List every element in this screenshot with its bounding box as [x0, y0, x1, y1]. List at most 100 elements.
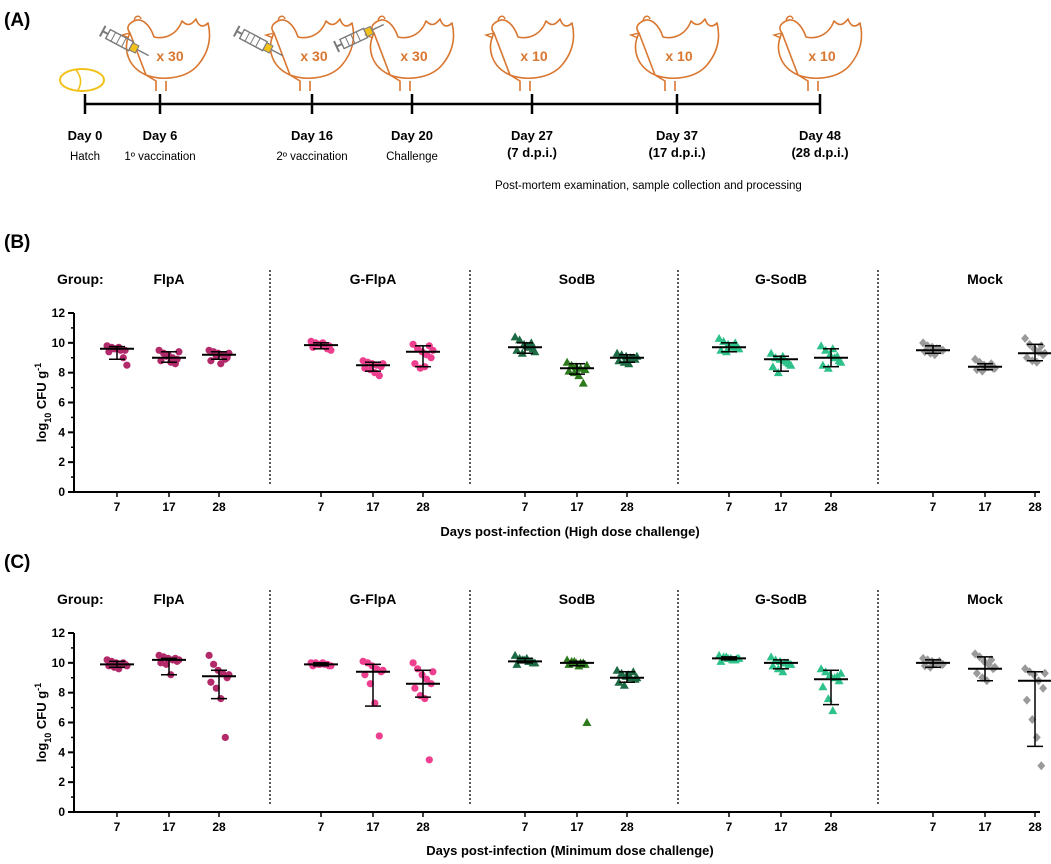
chart-c-xlabel: Days post-infection (Minimum dose challe… [426, 843, 713, 858]
timeline-day-label: Day 27 [511, 128, 553, 143]
data-point [768, 661, 778, 670]
data-point [409, 340, 417, 348]
chicken-count: x 10 [808, 48, 835, 64]
syringe-plunger [236, 30, 243, 35]
timeline-panel: Day 0 Hatch Day 6 1º vaccination x 30 Day 16 2… [59, 15, 863, 163]
syringe-tick [355, 31, 361, 42]
data-point [825, 350, 835, 359]
y-tick-label: 10 [52, 336, 66, 350]
x-tick-label: 7 [114, 500, 121, 514]
x-tick-label: 7 [522, 820, 529, 834]
x-tick-label: 28 [620, 500, 634, 514]
data-point [123, 361, 131, 369]
group-label: FlpA [153, 271, 184, 287]
data-point [411, 684, 419, 692]
group-prefix-label: Group: [57, 591, 104, 607]
data-point [418, 671, 426, 679]
data-point [217, 360, 225, 368]
syringe-needle [136, 48, 149, 57]
data-point [512, 345, 522, 354]
data-point [123, 662, 131, 670]
x-tick-label: 17 [366, 820, 380, 834]
data-point [427, 354, 435, 362]
data-point [818, 682, 828, 691]
syringe-barrel [238, 28, 269, 52]
data-point [375, 732, 383, 740]
data-point [766, 348, 776, 357]
y-tick-label: 10 [52, 656, 66, 670]
data-point [515, 335, 525, 344]
data-point [574, 371, 584, 380]
group-prefix-label: Group: [57, 271, 104, 287]
group-label: SodB [559, 271, 596, 287]
chicken-beak [628, 32, 640, 39]
timeline-event-label: Hatch [70, 151, 100, 163]
data-point [714, 333, 724, 342]
data-point [825, 670, 835, 679]
syringe-tick [255, 37, 261, 48]
timeline-event-label: 1º vaccination [124, 151, 195, 163]
timeline-dpi-label: (7 d.p.i.) [507, 145, 557, 160]
x-tick-label: 28 [824, 500, 838, 514]
group-label: FlpA [153, 591, 184, 607]
timeline-day-label: Day 16 [291, 128, 333, 143]
chart-high-dose: Group: 0 2 4 6 8 10 12 log10 CFU g-1 FlpA 7 17 28 G-F… [33, 270, 1051, 514]
group-label: G-SodB [755, 271, 807, 287]
chicken-beak [771, 32, 783, 39]
chicken-icon: x 10 [628, 15, 720, 91]
timeline-day-label: Day 6 [143, 128, 178, 143]
timeline-dpi-label: (28 d.p.i.) [791, 145, 848, 160]
chicken-beak [483, 32, 495, 39]
x-tick-label: 28 [212, 820, 226, 834]
x-tick-label: 28 [416, 820, 430, 834]
syringe-liquid [262, 41, 274, 54]
group-label: Mock [967, 591, 1003, 607]
y-tick-label: 2 [58, 775, 65, 789]
data-point [766, 652, 776, 661]
chicken-count: x 30 [400, 48, 427, 64]
x-tick-label: 28 [620, 820, 634, 834]
panel-b-letter: (B) [4, 232, 30, 253]
data-point [414, 665, 422, 673]
syringe-tick [110, 32, 117, 42]
timeline-day-label: Day 0 [68, 128, 103, 143]
data-point [828, 706, 838, 715]
syringe-tick [249, 34, 256, 45]
syringe-tick [115, 34, 122, 45]
data-point [327, 346, 335, 354]
data-point [162, 660, 170, 668]
data-point [1032, 732, 1041, 742]
timeline-event-label: Challenge [386, 151, 438, 163]
data-point [409, 659, 417, 667]
timeline-event-label: 2º vaccination [276, 151, 347, 163]
chicken-comb [377, 15, 386, 22]
egg-shell [59, 68, 105, 92]
data-point [821, 667, 831, 676]
data-point [225, 671, 233, 679]
chicken-count: x 10 [520, 48, 547, 64]
x-tick-label: 17 [978, 500, 992, 514]
y-axis-title: log10 CFU g-1 [33, 683, 53, 762]
data-point [821, 345, 831, 354]
data-point [207, 678, 215, 686]
data-point [716, 656, 726, 665]
x-tick-label: 28 [1028, 500, 1042, 514]
chicken-comb [785, 15, 794, 22]
data-point [219, 669, 227, 677]
data-point [411, 360, 419, 368]
x-tick-label: 17 [570, 820, 584, 834]
x-tick-label: 28 [1028, 820, 1042, 834]
data-point [582, 360, 592, 369]
timeline-day-label: Day 37 [656, 128, 698, 143]
data-point [1039, 683, 1048, 693]
data-point [225, 349, 233, 357]
y-tick-label: 8 [58, 366, 65, 380]
data-point [512, 659, 522, 668]
data-point [564, 366, 574, 375]
syringe-needle [371, 23, 384, 31]
x-tick-label: 17 [162, 820, 176, 834]
chicken-count: x 10 [665, 48, 692, 64]
syringe-liquid [128, 41, 140, 54]
x-tick-label: 17 [366, 500, 380, 514]
data-point [578, 378, 588, 387]
